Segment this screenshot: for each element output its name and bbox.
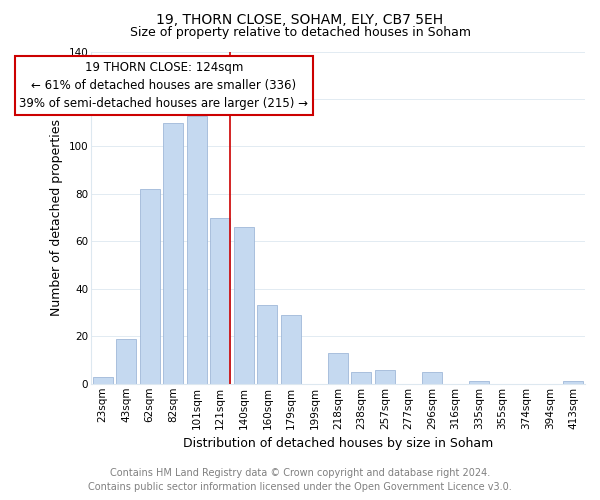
Bar <box>328 353 348 384</box>
Text: 19, THORN CLOSE, SOHAM, ELY, CB7 5EH: 19, THORN CLOSE, SOHAM, ELY, CB7 5EH <box>157 12 443 26</box>
Bar <box>210 218 230 384</box>
Bar <box>257 306 277 384</box>
Bar <box>422 372 442 384</box>
Bar <box>187 116 207 384</box>
Bar <box>234 227 254 384</box>
Bar <box>563 382 583 384</box>
Bar <box>140 189 160 384</box>
Y-axis label: Number of detached properties: Number of detached properties <box>50 119 63 316</box>
Text: Size of property relative to detached houses in Soham: Size of property relative to detached ho… <box>130 26 470 39</box>
Text: 19 THORN CLOSE: 124sqm
← 61% of detached houses are smaller (336)
39% of semi-de: 19 THORN CLOSE: 124sqm ← 61% of detached… <box>19 61 308 110</box>
Bar <box>116 338 136 384</box>
Bar <box>92 376 113 384</box>
Bar <box>469 382 489 384</box>
Bar <box>375 370 395 384</box>
X-axis label: Distribution of detached houses by size in Soham: Distribution of detached houses by size … <box>183 437 493 450</box>
Bar <box>163 122 183 384</box>
Bar <box>352 372 371 384</box>
Text: Contains HM Land Registry data © Crown copyright and database right 2024.
Contai: Contains HM Land Registry data © Crown c… <box>88 468 512 492</box>
Bar <box>281 315 301 384</box>
